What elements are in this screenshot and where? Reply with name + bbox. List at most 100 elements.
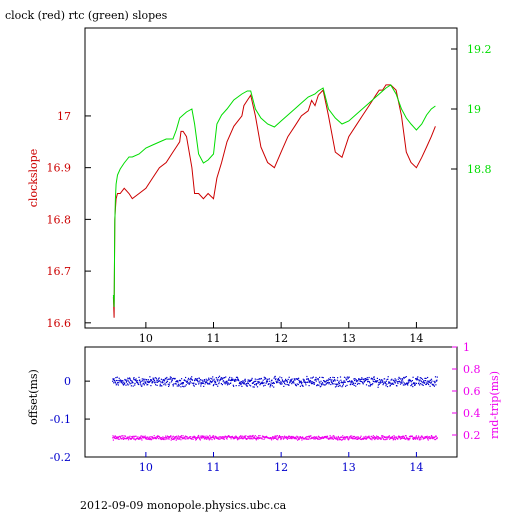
y2-tick-label-bottom: 0.8 <box>463 363 481 376</box>
scatter-point-rnd-trip <box>377 436 379 438</box>
scatter-point-rnd-trip <box>240 437 242 440</box>
scatter-point-offset <box>308 379 310 381</box>
scatter-point-offset <box>294 379 296 381</box>
scatter-point-offset <box>291 378 293 380</box>
scatter-point-offset <box>228 378 230 380</box>
scatter-point-rnd-trip <box>390 437 392 439</box>
scatter-point-rnd-trip <box>219 436 221 438</box>
scatter-point-offset <box>141 378 143 380</box>
scatter-point-offset <box>386 386 389 388</box>
scatter-point-rnd-trip <box>347 439 350 441</box>
scatter-point-rnd-trip <box>372 436 374 438</box>
scatter-point-offset <box>154 382 156 384</box>
scatter-point-offset <box>204 383 206 385</box>
x-tick-label-bottom: 12 <box>274 461 288 474</box>
scatter-point-offset <box>228 379 230 381</box>
scatter-point-offset <box>122 383 124 385</box>
scatter-point-offset <box>256 383 258 385</box>
scatter-point-offset <box>277 379 279 381</box>
scatter-point-rnd-trip <box>421 435 423 437</box>
scatter-point-rnd-trip <box>317 437 319 439</box>
scatter-point-rnd-trip <box>197 435 199 437</box>
scatter-point-offset <box>286 381 288 383</box>
scatter-point-rnd-trip <box>261 438 263 440</box>
scatter-point-rnd-trip <box>404 435 407 437</box>
scatter-point-rnd-trip <box>173 438 175 441</box>
scatter-point-offset <box>302 385 304 387</box>
scatter-point-offset <box>237 378 239 380</box>
scatter-point-rnd-trip <box>290 435 292 438</box>
scatter-point-rnd-trip <box>353 438 355 440</box>
scatter-point-rnd-trip <box>432 438 434 440</box>
scatter-point-rnd-trip <box>252 436 255 438</box>
scatter-point-rnd-trip <box>382 437 384 439</box>
scatter-point-rnd-trip <box>215 436 217 438</box>
scatter-point-rnd-trip <box>347 436 349 438</box>
scatter-point-offset <box>137 382 139 384</box>
scatter-point-rnd-trip <box>212 435 214 437</box>
scatter-point-offset <box>125 381 127 383</box>
scatter-point-rnd-trip <box>408 439 410 441</box>
scatter-point-offset <box>215 377 217 379</box>
top-y-label: clockslope <box>27 149 40 207</box>
scatter-point-rnd-trip <box>200 436 202 438</box>
scatter-point-rnd-trip <box>343 436 346 438</box>
scatter-point-rnd-trip <box>287 437 289 439</box>
scatter-point-rnd-trip <box>338 437 340 439</box>
scatter-point-rnd-trip <box>206 435 208 437</box>
scatter-point-rnd-trip <box>382 438 385 440</box>
scatter-point-offset <box>138 383 140 386</box>
scatter-point-offset <box>345 385 347 387</box>
scatter-point-rnd-trip <box>308 435 310 437</box>
scatter-point-rnd-trip <box>332 438 334 440</box>
scatter-point-offset <box>292 381 294 383</box>
scatter-point-offset <box>187 377 190 379</box>
scatter-point-rnd-trip <box>112 437 114 439</box>
scatter-point-offset <box>366 377 368 379</box>
scatter-point-rnd-trip <box>129 435 131 437</box>
scatter-point-offset <box>203 380 205 382</box>
scatter-point-rnd-trip <box>232 436 234 438</box>
scatter-point-rnd-trip <box>265 436 267 438</box>
scatter-point-rnd-trip <box>391 435 394 438</box>
scatter-point-offset <box>337 385 339 387</box>
scatter-point-rnd-trip <box>429 438 431 440</box>
scatter-point-rnd-trip <box>375 437 377 439</box>
scatter-point-rnd-trip <box>202 436 204 438</box>
scatter-point-rnd-trip <box>211 436 213 438</box>
scatter-point-offset <box>431 380 433 382</box>
scatter-point-offset <box>300 381 302 383</box>
scatter-point-rnd-trip <box>170 439 172 441</box>
scatter-point-offset <box>376 381 378 383</box>
scatter-point-rnd-trip <box>435 435 437 437</box>
scatter-point-offset <box>197 381 199 383</box>
scatter-point-rnd-trip <box>148 436 151 438</box>
scatter-point-offset <box>115 377 117 379</box>
scatter-point-rnd-trip <box>114 436 116 438</box>
scatter-point-rnd-trip <box>297 439 299 441</box>
scatter-point-rnd-trip <box>250 438 252 440</box>
scatter-point-offset <box>430 382 432 384</box>
scatter-point-rnd-trip <box>320 438 322 440</box>
x-tick-label-bottom: 10 <box>139 461 153 474</box>
scatter-point-rnd-trip <box>365 437 367 439</box>
scatter-point-offset <box>230 380 232 382</box>
scatter-point-rnd-trip <box>120 437 122 439</box>
scatter-point-offset <box>390 379 392 381</box>
scatter-point-offset <box>202 382 204 384</box>
scatter-point-offset <box>338 380 340 382</box>
scatter-point-rnd-trip <box>242 435 244 437</box>
scatter-point-offset <box>217 376 220 379</box>
scatter-point-rnd-trip <box>364 438 366 440</box>
scatter-point-offset <box>278 378 280 380</box>
scatter-point-offset <box>324 381 326 383</box>
scatter-point-offset <box>134 384 136 386</box>
y-tick-label-bottom: 0 <box>64 375 71 388</box>
scatter-point-offset <box>436 380 438 382</box>
scatter-point-rnd-trip <box>139 438 141 440</box>
scatter-point-offset <box>401 380 403 382</box>
scatter-point-offset <box>359 380 361 382</box>
scatter-point-offset <box>116 376 118 378</box>
scatter-point-offset <box>222 377 224 380</box>
scatter-point-rnd-trip <box>178 438 180 440</box>
